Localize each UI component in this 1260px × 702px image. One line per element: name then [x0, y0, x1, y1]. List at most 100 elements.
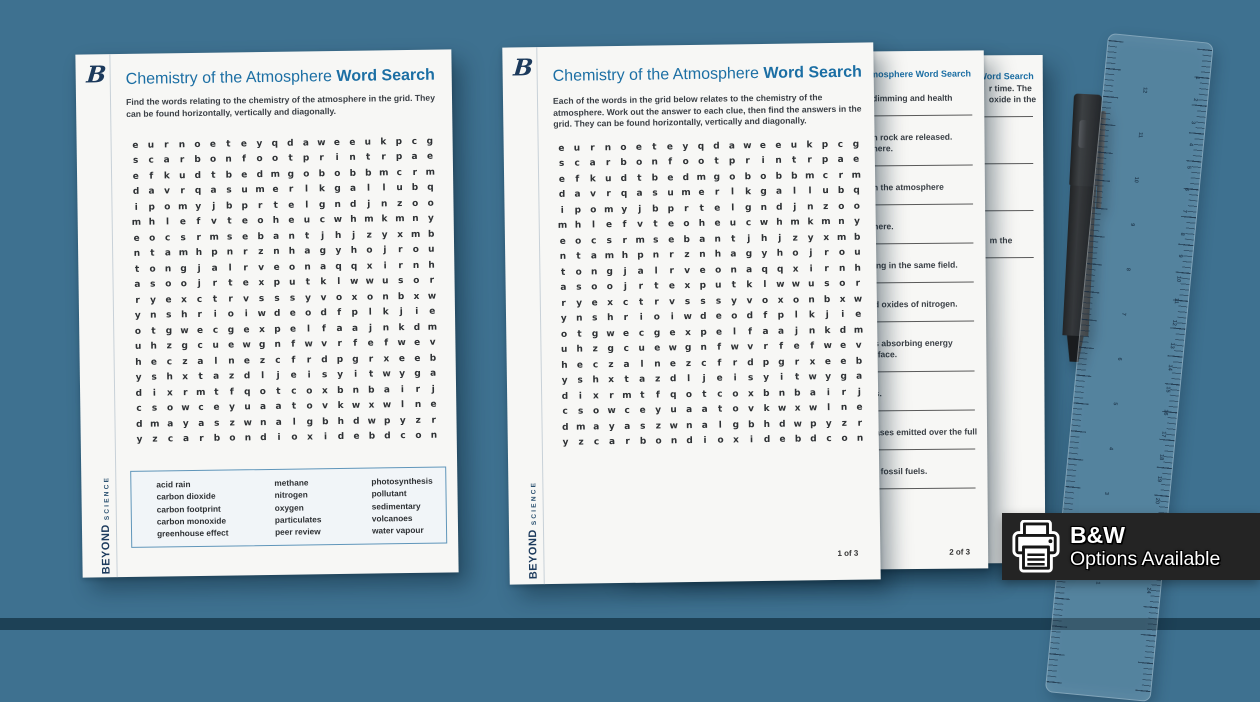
instructions-text: Find the words relating to the chemistry… — [125, 92, 436, 119]
grid-letter: n — [651, 157, 658, 168]
grid-letter: c — [198, 403, 204, 414]
grid-letter: u — [715, 280, 722, 291]
page-number: 2 of 3 — [949, 547, 971, 557]
word-bank-item: carbon footprint — [156, 503, 221, 515]
grid-letter: a — [746, 264, 753, 275]
grid-letter: b — [639, 436, 647, 447]
grid-letter: t — [273, 200, 278, 211]
grid-letter: i — [749, 435, 754, 446]
grid-letter: r — [199, 434, 204, 445]
grid-letter: l — [214, 356, 218, 367]
grid-letter: z — [182, 356, 188, 367]
bottom-shadow-band — [0, 618, 1260, 630]
grid-letter: t — [731, 280, 737, 291]
grid-letter: n — [700, 343, 708, 354]
grid-letter: w — [777, 403, 787, 415]
grid-letter: e — [666, 141, 674, 153]
grid-letter: a — [304, 246, 311, 257]
grid-letter: d — [747, 357, 754, 368]
grid-letter: b — [411, 183, 419, 194]
grid-letter: e — [716, 373, 723, 384]
grid-letter: w — [180, 325, 189, 336]
grid-letter: b — [748, 419, 755, 430]
grid-letter: f — [242, 154, 247, 165]
grid-letter: y — [561, 375, 568, 387]
grid-letter: f — [717, 358, 722, 369]
grid-letter: x — [794, 403, 801, 414]
grid-letter: n — [652, 250, 660, 261]
ruler-number: 12 — [1170, 319, 1178, 327]
grid-letter: y — [134, 311, 141, 322]
grid-letter: f — [353, 338, 358, 350]
grid-letter: x — [792, 264, 799, 275]
ruler-number: 2 — [1192, 98, 1199, 102]
grid-letter: o — [166, 403, 174, 414]
grid-letter: d — [682, 172, 690, 183]
grid-letter: d — [135, 419, 143, 430]
grid-letter: h — [350, 245, 358, 257]
grid-letter: b — [364, 168, 372, 179]
grid-letter: y — [399, 415, 406, 426]
ruler-number: 14 — [1166, 364, 1173, 371]
ruler-number: 19 — [1155, 475, 1163, 483]
grid-letter: n — [654, 359, 661, 370]
grid-letter: e — [667, 172, 674, 184]
grid-letter: m — [851, 170, 862, 181]
grid-letter: a — [560, 282, 567, 294]
grid-letter: e — [290, 370, 297, 381]
grid-letter: o — [366, 245, 373, 256]
grid-letter: x — [166, 388, 173, 399]
grid-letter: z — [228, 371, 235, 382]
grid-letter: z — [366, 230, 372, 241]
grid-letter: o — [575, 236, 582, 247]
worksheet-clue-version: B BEYOND SCIENCE Chemistry of the Atmosph… — [502, 42, 881, 585]
grid-letter: h — [576, 344, 584, 355]
grid-letter: a — [699, 234, 706, 245]
ruler-number: 20 — [1153, 498, 1160, 505]
grid-letter: i — [639, 312, 643, 323]
grid-letter: t — [134, 264, 140, 275]
grid-letter: c — [136, 404, 142, 415]
grid-letter: h — [428, 260, 435, 271]
grid-letter: y — [731, 296, 738, 307]
grid-letter: h — [150, 341, 157, 352]
grid-letter: h — [854, 263, 861, 274]
grid-letter: i — [383, 261, 387, 272]
grid-letter: j — [747, 233, 751, 244]
grid-letter: w — [365, 276, 375, 287]
grid-letter: e — [654, 343, 661, 354]
grid-letter: s — [214, 418, 220, 429]
grid-letter: p — [274, 324, 281, 335]
title-bold: Word Search — [336, 66, 435, 86]
grid-letter: a — [198, 418, 205, 429]
grid-letter: r — [669, 265, 674, 277]
grid-letter: r — [429, 275, 435, 286]
grid-letter: n — [274, 340, 281, 351]
grid-letter: o — [606, 282, 614, 293]
ruler-number: 17 — [1159, 431, 1167, 438]
grid-letter: e — [840, 341, 847, 352]
grid-letter: o — [575, 267, 582, 278]
grid-letter: d — [839, 325, 847, 336]
grid-letter: v — [747, 342, 754, 353]
grid-letter: r — [196, 232, 201, 243]
grid-letter: r — [855, 278, 861, 289]
grid-letter: y — [337, 370, 344, 381]
grid-letter: t — [794, 372, 800, 383]
grid-letter: q — [194, 186, 202, 197]
grid-letter: l — [337, 277, 341, 288]
grid-letter: d — [321, 354, 328, 365]
grid-letter: p — [667, 203, 675, 215]
grid-letter: e — [852, 154, 860, 165]
grid-letter: t — [714, 156, 719, 167]
grid-letter: m — [604, 251, 615, 262]
grid-letter: s — [226, 232, 233, 243]
grid-letter: r — [625, 437, 630, 448]
grid-letter: d — [699, 312, 707, 323]
grid-letter: j — [197, 279, 201, 290]
grid-letter: o — [334, 168, 341, 179]
grid-letter: c — [624, 406, 630, 417]
grid-letter: o — [838, 248, 846, 259]
grid-letter: g — [181, 341, 188, 352]
grid-letter: j — [367, 199, 371, 210]
